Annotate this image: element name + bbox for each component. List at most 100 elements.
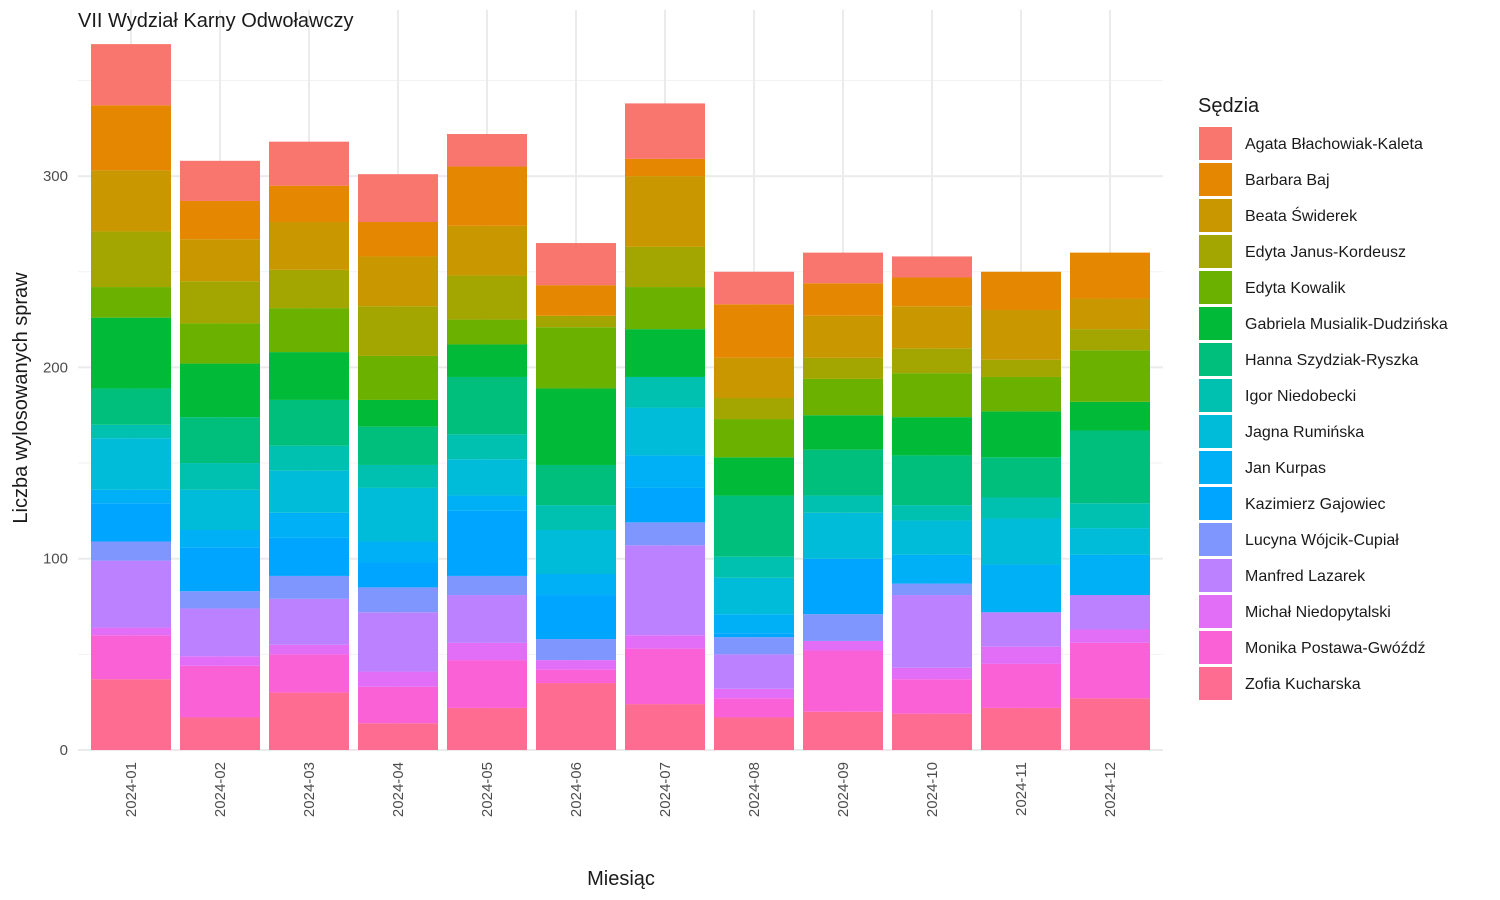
bar-segment — [358, 306, 438, 356]
bar-segment — [714, 271, 794, 305]
bar-segment — [536, 388, 616, 465]
bar-segment — [892, 505, 972, 521]
bar-segment — [803, 495, 883, 513]
bar-segment — [180, 608, 260, 657]
bar-segment — [625, 545, 705, 636]
bar-segment — [91, 679, 171, 750]
bar-segment — [625, 635, 705, 649]
legend-title: Sędzia — [1198, 95, 1260, 117]
bar-segment — [91, 541, 171, 561]
bar-segment — [180, 547, 260, 592]
bar-segment — [892, 348, 972, 374]
bar-segment — [358, 174, 438, 223]
legend-swatch — [1199, 307, 1232, 340]
bar-segment — [892, 277, 972, 307]
bar-segment — [714, 688, 794, 699]
legend-label: Agata Błachowiak-Kaleta — [1245, 136, 1423, 153]
bar-segment — [1070, 430, 1150, 504]
legend-label: Edyta Kowalik — [1245, 280, 1346, 297]
bar-segment — [1070, 528, 1150, 555]
bar-segment — [536, 660, 616, 670]
bar-segment — [358, 426, 438, 465]
bar-segment — [714, 614, 794, 634]
bar-segment — [714, 698, 794, 718]
legend-swatch — [1199, 595, 1232, 628]
x-tick-label: 2024-04 — [390, 762, 407, 817]
y-tick-label: 300 — [43, 168, 68, 185]
bar-segment — [1070, 595, 1150, 630]
x-axis-title: Miesiąc — [587, 868, 655, 890]
legend-swatch — [1199, 271, 1232, 304]
bar-segment — [714, 304, 794, 358]
bar-segment — [714, 633, 794, 638]
legend-swatch — [1199, 235, 1232, 268]
bar-segment — [981, 612, 1061, 647]
bar-segment — [1070, 329, 1150, 351]
bar-segment — [180, 463, 260, 490]
legend-label: Hanna Szydziak-Ryszka — [1245, 352, 1419, 369]
bar-segment — [714, 419, 794, 458]
y-tick-label: 0 — [60, 742, 68, 759]
bar-segment — [1070, 298, 1150, 330]
legend-label: Lucyna Wójcik-Cupiał — [1245, 532, 1399, 549]
bar-segment — [1070, 252, 1150, 299]
bar-segment — [447, 510, 527, 576]
bar-segment — [803, 650, 883, 712]
bar-segment — [180, 239, 260, 282]
y-axis: 0 100 200 300 — [43, 168, 68, 759]
legend-label: Jagna Rumińska — [1245, 424, 1364, 441]
x-tick-label: 2024-12 — [1102, 762, 1119, 817]
bar-segment — [180, 160, 260, 201]
bar-segment — [803, 252, 883, 284]
bar-segment — [892, 520, 972, 555]
bar-segment — [447, 459, 527, 496]
bar-segment — [447, 344, 527, 377]
bar-segment — [1070, 629, 1150, 643]
bar-segment — [180, 281, 260, 324]
bar-segment — [180, 489, 260, 531]
bar-segment — [91, 489, 171, 504]
x-tick-label: 2024-07 — [657, 762, 674, 817]
bar-segment — [447, 575, 527, 596]
bar-segment — [714, 357, 794, 399]
bar-segment — [358, 222, 438, 257]
legend-swatch — [1199, 559, 1232, 592]
legend-swatch — [1199, 415, 1232, 448]
legend-swatch — [1199, 667, 1232, 700]
bar-segment — [1070, 503, 1150, 529]
bar-segment — [714, 637, 794, 655]
bar-segment — [447, 376, 527, 435]
bar-segment — [269, 352, 349, 400]
bar-segment — [536, 595, 616, 640]
bar-segment — [981, 271, 1061, 311]
bar-segment — [625, 522, 705, 546]
bar-segment — [269, 399, 349, 446]
bar-segment — [447, 134, 527, 167]
bar-segment — [358, 487, 438, 542]
legend-swatch — [1199, 487, 1232, 520]
bar-segment — [269, 470, 349, 513]
legend-label: Igor Niedobecki — [1245, 388, 1356, 405]
bar-segment — [803, 357, 883, 379]
bar-segment — [180, 200, 260, 240]
bar-segment — [269, 445, 349, 471]
bar-segment — [803, 558, 883, 615]
bar-segment — [536, 243, 616, 286]
legend-label: Manfred Lazarek — [1245, 568, 1366, 585]
bar-segment — [269, 512, 349, 538]
bar-segment — [981, 359, 1061, 377]
bar-segment — [625, 158, 705, 177]
bar-segment — [91, 317, 171, 389]
bar-segment — [269, 598, 349, 645]
legend-label: Michał Niedopytalski — [1245, 604, 1391, 621]
bar-segment — [1070, 698, 1150, 750]
bar-segment — [91, 560, 171, 628]
bar-segment — [91, 170, 171, 232]
bar-segment — [180, 417, 260, 464]
bar-segment — [892, 306, 972, 349]
bar-segment — [269, 308, 349, 353]
bar-segment — [714, 495, 794, 557]
bar-segment — [358, 464, 438, 488]
bar-segment — [91, 105, 171, 171]
bar-segment — [981, 497, 1061, 519]
